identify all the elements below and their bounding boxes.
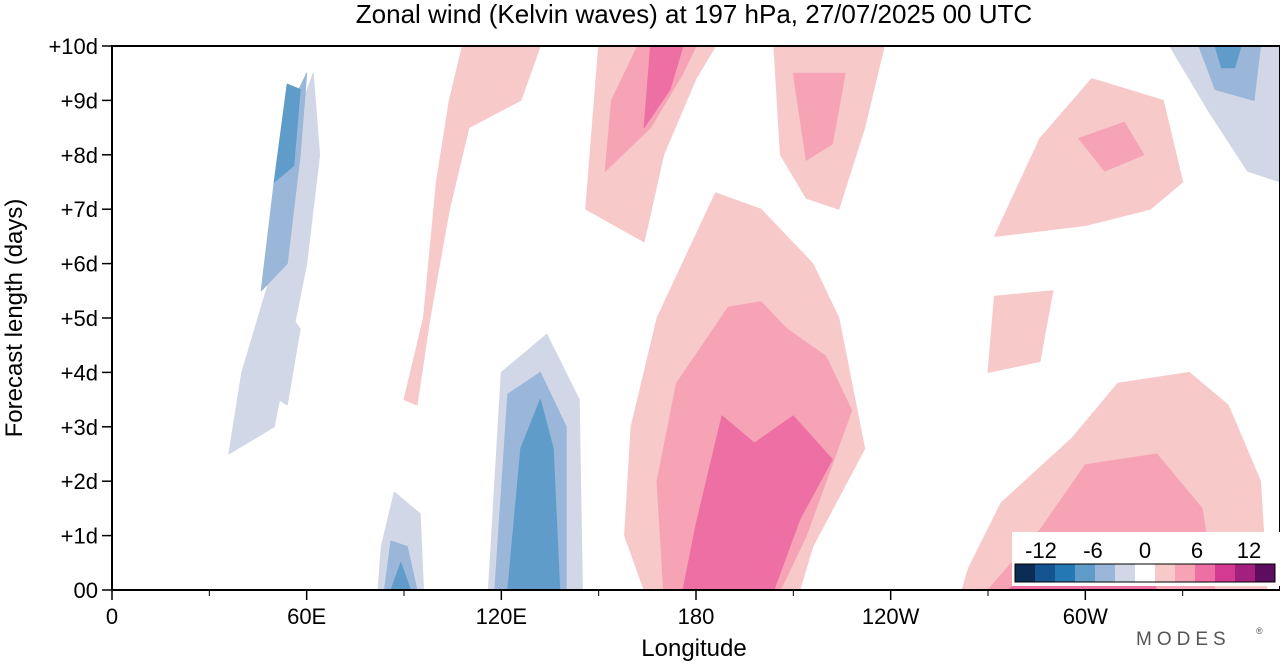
contour-region-8 [260,301,301,406]
registered-mark: ® [1256,626,1263,636]
x-axis-label: Longitude [641,635,746,662]
y-tick-label: 00 [74,578,98,603]
contour-region-3 [208,464,256,590]
x-tick-label: 120E [476,604,527,629]
colorbar-swatch [1195,564,1216,582]
x-tick-label: 0 [106,604,118,629]
contour-region-7 [273,83,301,183]
contour-region-21 [1198,46,1261,101]
colorbar-label: 12 [1237,538,1261,563]
y-tick-label: +2d [61,469,98,494]
y-tick-label: +3d [61,415,98,440]
y-tick-label: +5d [61,306,98,331]
y-tick-label: +8d [61,143,98,168]
colorbar-label: 6 [1191,538,1203,563]
y-axis: 00 +1d +2d +3d +4d +5d +6d +7d +8d +9d +10d [48,34,112,603]
colorbar-swatch [1055,564,1076,582]
y-tick-label: +7d [61,197,98,222]
contour-region-23 [916,116,976,237]
colorbar-swatch [1235,564,1256,582]
colorbar-swatch [1255,564,1276,582]
contour-region-12 [390,562,411,590]
colorbar-label: -6 [1083,538,1103,563]
x-tick-label: 60W [1063,604,1108,629]
colorbar-swatch [1215,564,1236,582]
colorbar-label: -12 [1025,538,1057,563]
contour-region-27 [643,46,684,129]
y-tick-label: +10d [48,34,98,59]
y-tick-label: +6d [61,252,98,277]
chart-title: Zonal wind (Kelvin waves) at 197 hPa, 27… [356,0,1032,29]
colorbar-swatch [1115,564,1136,582]
colorbar-swatch [1075,564,1096,582]
y-tick-label: +9d [61,88,98,113]
colorbar-frame [1014,563,1276,583]
modes-logo: MODES [1136,629,1231,650]
contour-region-2 [112,46,197,590]
colorbar-swatch [1035,564,1056,582]
y-tick-label: +4d [61,360,98,385]
colorbar-swatch [1175,564,1196,582]
contour-region-38 [1078,121,1145,172]
y-tick-label: +1d [61,524,98,549]
y-axis-label: Forecast length (days) [1,199,28,438]
contour-region-16 [507,399,561,590]
contour-region-32 [792,72,846,161]
x-tick-label: 60E [287,604,326,629]
x-tick-label: 120W [862,604,920,629]
colorbar-swatch [1155,564,1176,582]
colorbar-label: 0 [1139,538,1151,563]
contour-region-30 [682,415,833,590]
colorbar-legend: -12 -6 0 6 12 [1012,532,1280,586]
colorbar-swatch [1015,564,1036,582]
contour-layer [112,46,1280,590]
x-tick-label: 180 [678,604,715,629]
colorbar-swatch [1135,564,1156,582]
contour-region-24 [403,46,541,406]
contour-region-36 [987,290,1054,373]
contour-region-22 [1214,46,1242,69]
x-axis: 0 60E 120E 180 120W 60W [106,590,1184,629]
colorbar-swatch [1095,564,1116,582]
contour-region-37 [994,78,1184,237]
